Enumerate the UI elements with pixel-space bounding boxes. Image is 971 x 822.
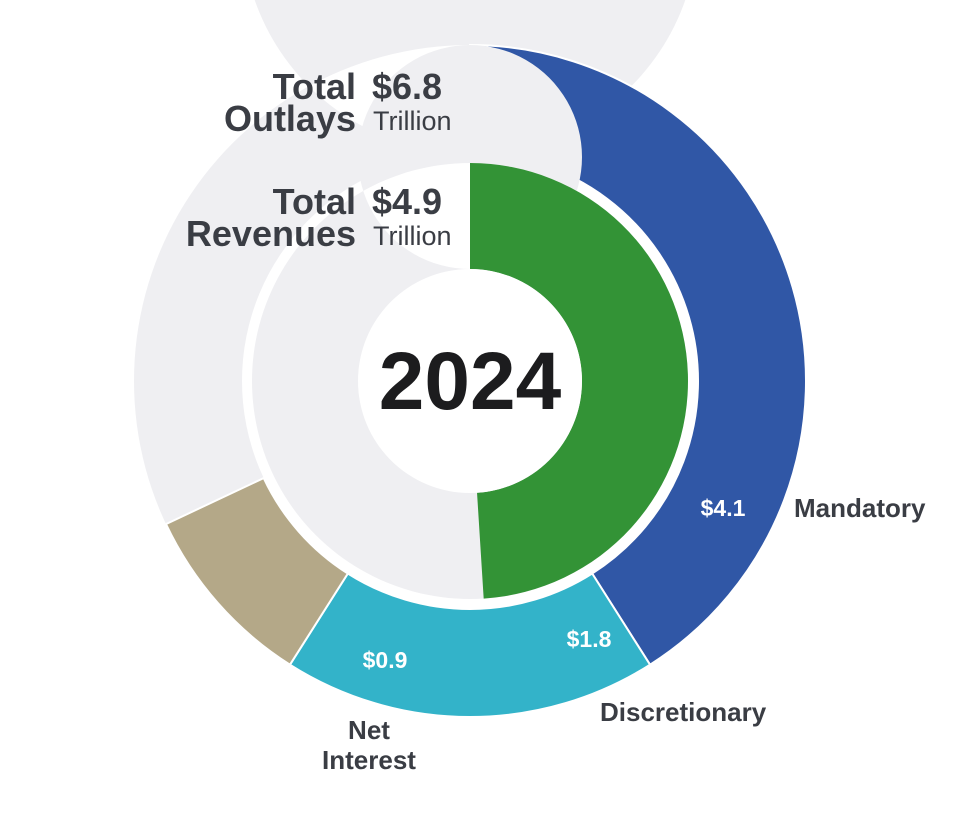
discretionary-value-label: $1.8 xyxy=(567,626,612,652)
outlays-label-line1: Total xyxy=(273,66,356,107)
mandatory-category-label: Mandatory xyxy=(794,493,926,523)
net-interest-category-label-line2: Interest xyxy=(322,745,416,775)
outlays-label-line2: Outlays xyxy=(224,98,356,139)
mandatory-value-label: $4.1 xyxy=(701,495,746,521)
net-interest-value-label: $0.9 xyxy=(363,647,408,673)
slice-net-interest xyxy=(164,476,350,667)
revenues-label-line1: Total xyxy=(273,181,356,222)
outlays-total-value: $6.8 xyxy=(372,66,442,107)
chart-title-year: 2024 xyxy=(379,336,562,427)
revenues-unit: Trillion xyxy=(373,221,452,251)
discretionary-category-label: Discretionary xyxy=(600,697,767,727)
outlays-unit: Trillion xyxy=(373,106,452,136)
net-interest-category-label-line1: Net xyxy=(348,715,390,745)
revenues-label-line2: Revenues xyxy=(186,213,356,254)
center-hole xyxy=(358,269,582,493)
slice-total-revenues xyxy=(470,163,688,599)
revenues-total-value: $4.9 xyxy=(372,181,442,222)
